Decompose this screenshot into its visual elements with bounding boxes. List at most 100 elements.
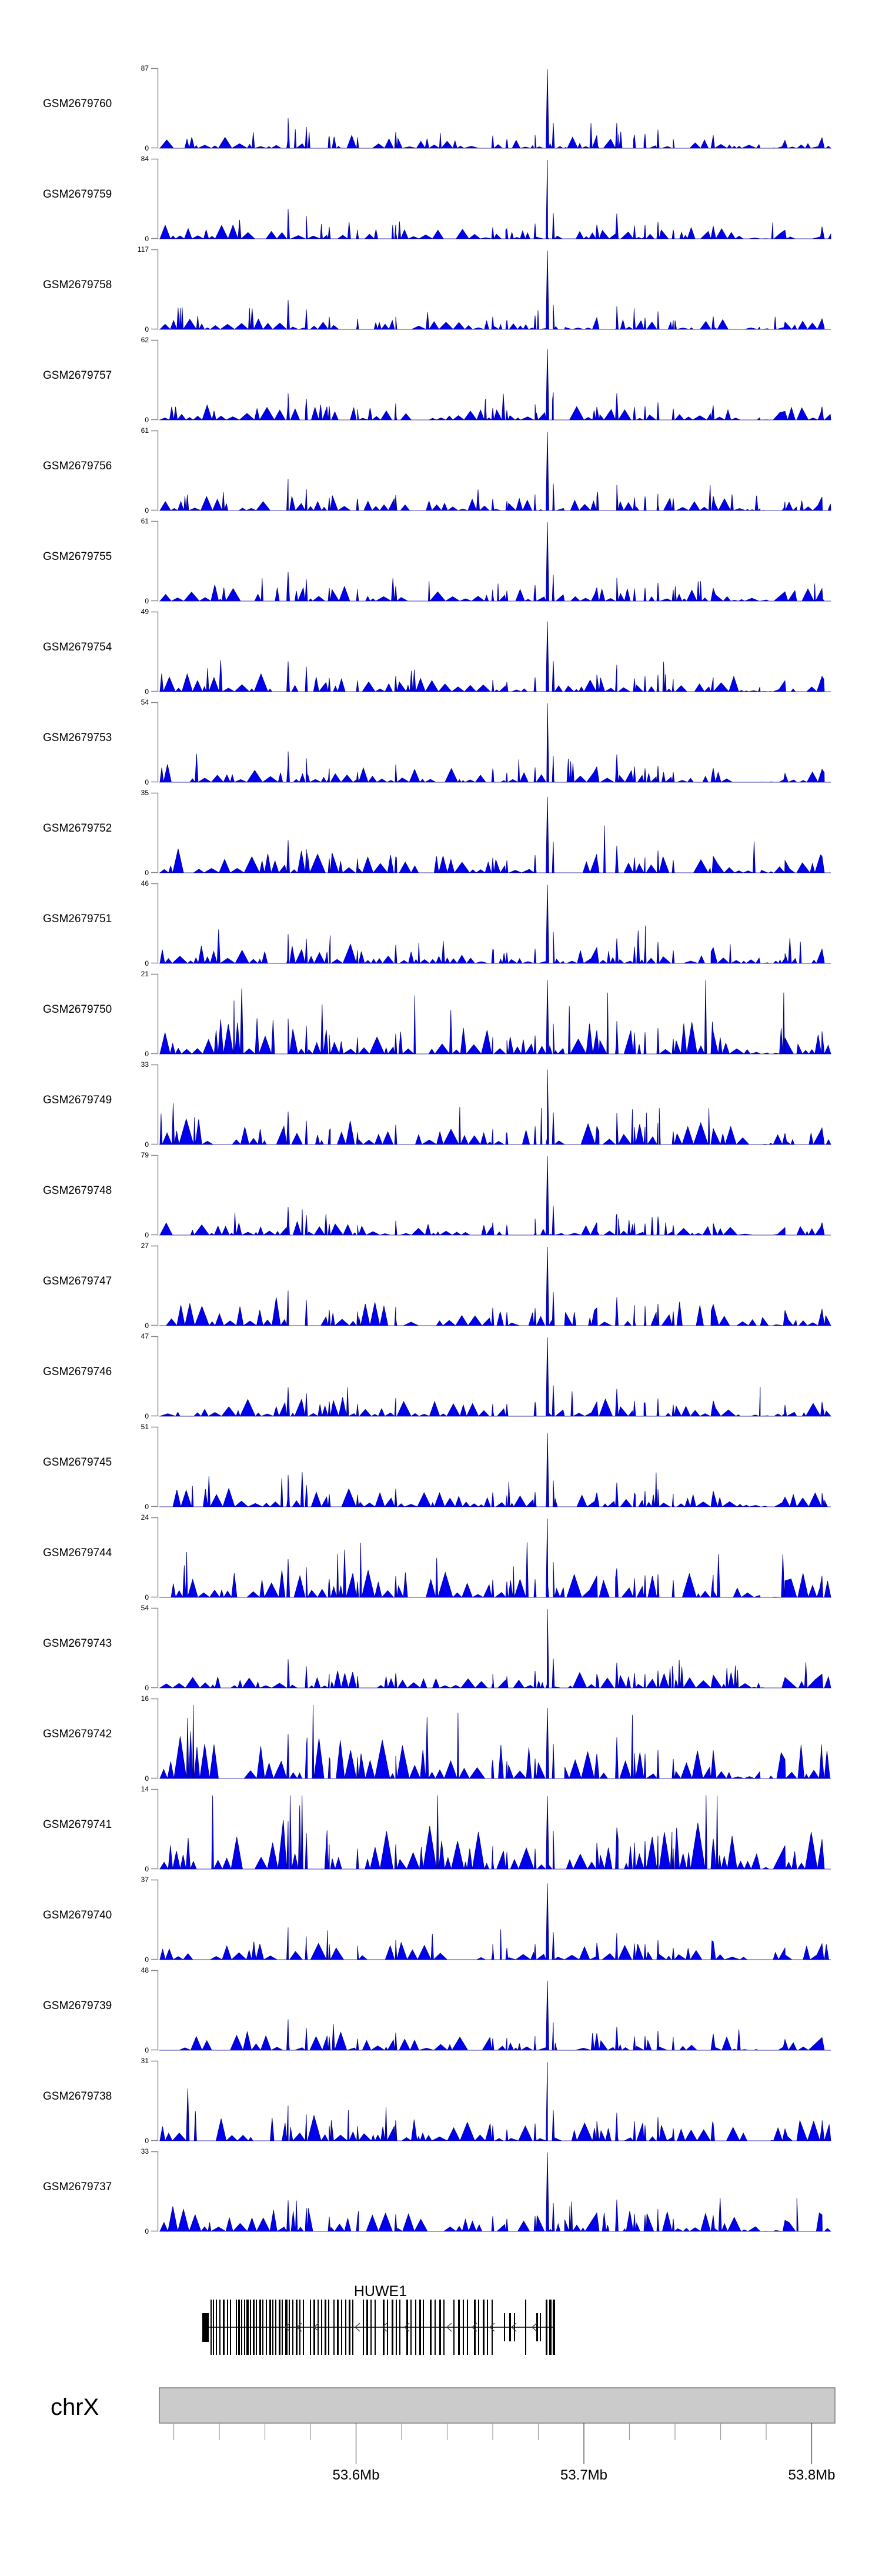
- track-label: GSM2679739: [43, 2000, 112, 2012]
- coverage-area: [159, 1883, 831, 1961]
- exon-bar: [223, 2300, 225, 2355]
- exon-bar: [279, 2300, 280, 2355]
- track-label: GSM2679757: [43, 369, 112, 382]
- yaxis-line: [151, 158, 159, 239]
- coverage-track: GSM2679756 61 0: [43, 426, 831, 515]
- coverage-area: [159, 250, 831, 331]
- coverage-track: GSM2679747 27 0: [43, 1242, 831, 1330]
- exon-bar: [399, 2300, 400, 2355]
- coverage-track: GSM2679740 37 0: [43, 1876, 831, 1964]
- chromosome-ideogram: [159, 2387, 836, 2424]
- gene-track-huwe1: HUWE1: [202, 2283, 555, 2355]
- yaxis-zero-label: 0: [145, 869, 149, 877]
- yaxis-max-label: 21: [141, 970, 149, 978]
- coverage-track: GSM2679751 46 0: [43, 879, 831, 967]
- strand-arrow-icon: [285, 2323, 290, 2332]
- yaxis-zero-label: 0: [145, 1231, 149, 1239]
- exon-bar: [392, 2300, 393, 2355]
- yaxis-max-label: 84: [141, 155, 149, 163]
- exon-bar: [435, 2300, 436, 2355]
- coverage-track: GSM2679750 21 0: [43, 970, 831, 1058]
- yaxis-max-label: 31: [141, 2057, 149, 2065]
- chromosome-label: chrX: [51, 2394, 99, 2420]
- exon-bar: [253, 2300, 255, 2355]
- exon-bar: [419, 2300, 421, 2355]
- yaxis-line: [151, 1426, 159, 1507]
- track-label: GSM2679756: [43, 460, 112, 472]
- exon-bar: [410, 2300, 412, 2355]
- exon-bar: [341, 2300, 342, 2355]
- yaxis-max-label: 27: [141, 1242, 149, 1250]
- yaxis-line: [151, 702, 159, 783]
- track-label: GSM2679747: [43, 1275, 112, 1287]
- exon-bar: [236, 2300, 237, 2355]
- coverage-track: GSM2679760 87 0: [43, 64, 832, 152]
- yaxis-max-label: 33: [141, 1060, 149, 1069]
- exon-bar: [321, 2300, 322, 2355]
- exon-bar: [333, 2300, 335, 2355]
- yaxis-zero-label: 0: [145, 778, 149, 786]
- axis-major-label: 53.6Mb: [332, 2467, 379, 2483]
- track-label: GSM2679751: [43, 913, 112, 925]
- yaxis-line: [151, 1970, 159, 2051]
- coverage-track: GSM2679757 62 0: [43, 336, 831, 424]
- exon-bar: [352, 2300, 353, 2355]
- exon-bar: [387, 2300, 388, 2355]
- yaxis-line: [151, 520, 159, 602]
- coverage-area: [159, 159, 831, 240]
- exon-bar: [266, 2300, 267, 2355]
- exon-bar: [256, 2300, 257, 2355]
- coverage-track: GSM2679748 79 0: [43, 1151, 831, 1239]
- coverage-area: [159, 621, 831, 693]
- coverage-track: GSM2679743 54 0: [43, 1604, 831, 1692]
- yaxis-line: [151, 68, 159, 149]
- yaxis-zero-label: 0: [145, 1322, 149, 1330]
- coverage-track: GSM2679744 24 0: [43, 1513, 831, 1601]
- yaxis-max-label: 54: [141, 1604, 149, 1612]
- exon-bar: [269, 2300, 271, 2355]
- exon-bar: [230, 2300, 231, 2355]
- exon-bar: [259, 2300, 261, 2355]
- exon-bar: [238, 2300, 240, 2355]
- track-label: GSM2679758: [43, 279, 112, 291]
- exon-bar: [492, 2300, 493, 2355]
- exon-bar: [241, 2300, 242, 2355]
- track-label: GSM2679760: [43, 98, 112, 110]
- exon-bar: [430, 2300, 432, 2355]
- yaxis-line: [151, 1336, 159, 1417]
- yaxis-max-label: 87: [141, 64, 149, 72]
- yaxis-line: [151, 339, 159, 421]
- strand-arrow-icon: [446, 2323, 452, 2332]
- track-label: GSM2679749: [43, 1094, 112, 1106]
- track-label: GSM2679737: [43, 2181, 112, 2193]
- coverage-area: [159, 431, 831, 512]
- exon-bar: [474, 2300, 476, 2355]
- exon-bar: [227, 2300, 228, 2355]
- axis-major-label: 53.7Mb: [560, 2467, 607, 2483]
- coverage-track: GSM2679754 49 0: [43, 608, 831, 696]
- coverage-area: [159, 69, 832, 149]
- strand-arrow-icon: [382, 2323, 387, 2332]
- yaxis-zero-label: 0: [145, 416, 149, 424]
- yaxis-line: [151, 883, 159, 964]
- track-label: GSM2679759: [43, 188, 112, 201]
- exon-bar: [337, 2300, 339, 2355]
- yaxis-max-label: 24: [141, 1513, 149, 1521]
- track-label: GSM2679748: [43, 1184, 112, 1197]
- exon-bar: [272, 2300, 273, 2355]
- coverage-area: [159, 1156, 831, 1236]
- yaxis-zero-label: 0: [145, 959, 149, 967]
- yaxis-zero-label: 0: [145, 144, 149, 152]
- coverage-track: GSM2679739 48 0: [43, 1966, 831, 2054]
- track-label: GSM2679754: [43, 641, 112, 653]
- exon-bar: [299, 2300, 300, 2355]
- exon-bar: [246, 2300, 249, 2355]
- exon-bar: [443, 2300, 445, 2355]
- exon-bar: [415, 2300, 416, 2355]
- yaxis-zero-label: 0: [145, 1503, 149, 1511]
- exon-bar: [453, 2300, 455, 2355]
- coverage-track: GSM2679746 47 0: [43, 1332, 831, 1420]
- exon-bar: [406, 2300, 408, 2355]
- exon-bar: [219, 2300, 220, 2355]
